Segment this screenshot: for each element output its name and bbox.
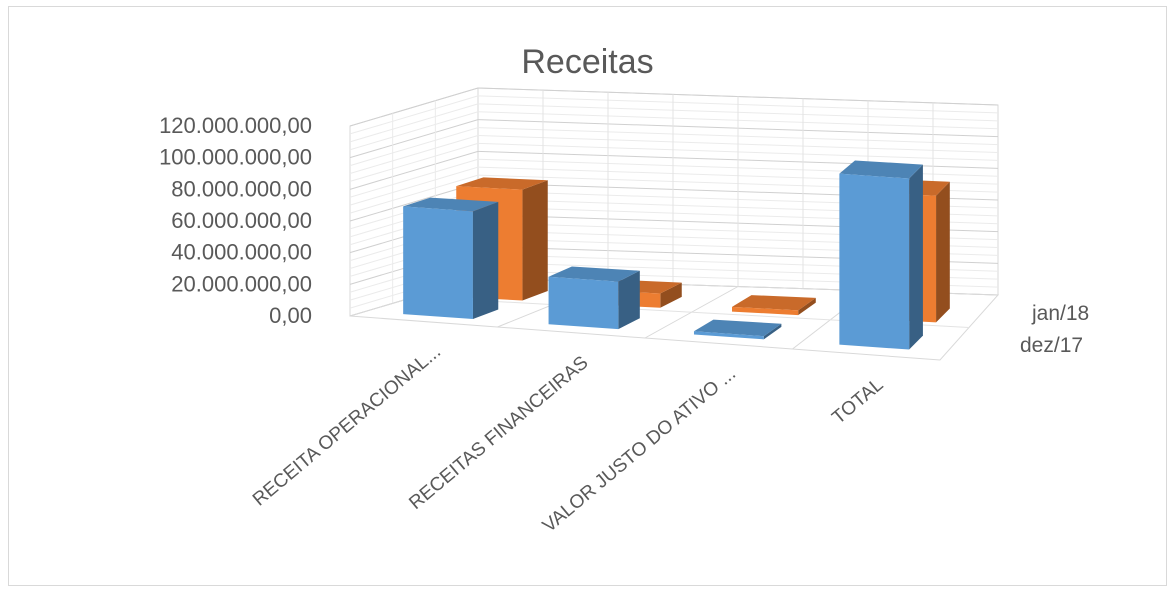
bar <box>403 197 499 319</box>
chart-title: Receitas <box>521 43 654 81</box>
bar-top <box>403 197 499 212</box>
bar-top <box>839 160 923 179</box>
bar-side <box>618 270 640 330</box>
y-tick-label: 20.000.000,00 <box>171 271 312 296</box>
bar-top <box>456 177 548 190</box>
gridline-side <box>349 150 479 190</box>
bar-side <box>936 181 950 323</box>
gridline-side <box>349 87 479 127</box>
gridline-side <box>349 142 479 182</box>
gridline-side <box>349 95 479 135</box>
bar <box>693 319 782 340</box>
bar-front <box>548 276 619 330</box>
bar-side <box>660 282 682 308</box>
bar-top <box>548 266 640 282</box>
category-label: VALOR JUSTO DO ATIVO ... <box>539 363 740 537</box>
bar <box>548 266 640 330</box>
gridline-side <box>349 103 479 143</box>
bar-side <box>909 164 923 350</box>
bar <box>731 295 816 316</box>
gridline-side <box>349 119 479 159</box>
gridline-side <box>349 111 479 151</box>
gridline-side <box>349 158 479 198</box>
bar-side <box>522 180 548 301</box>
series-depth-label: dez/17 <box>1020 334 1083 357</box>
category-label: RECEITA OPERACIONAL... <box>249 341 445 510</box>
bar-front <box>693 331 764 340</box>
bar-side <box>763 323 782 340</box>
gridline-side <box>349 127 479 167</box>
bar-side <box>472 201 499 319</box>
bars <box>403 160 950 350</box>
series-depth-label: jan/18 <box>1031 302 1089 325</box>
bar-front <box>731 306 799 316</box>
y-tick-label: 120.000.000,00 <box>159 113 312 138</box>
bar-side <box>798 297 816 316</box>
category-label: RECEITAS FINANCEIRAS <box>405 352 592 514</box>
bar-front <box>403 206 473 319</box>
y-tick-label: 40.000.000,00 <box>171 240 312 265</box>
y-tick-label: 80.000.000,00 <box>171 176 312 201</box>
bar-top <box>693 319 782 337</box>
gridline-side <box>349 135 479 174</box>
bar-top <box>731 295 816 311</box>
y-tick-label: 100.000.000,00 <box>159 145 312 170</box>
category-label: TOTAL <box>828 374 887 428</box>
gridline-side <box>349 166 479 206</box>
gridline-side <box>349 174 479 214</box>
bar-front <box>839 173 910 350</box>
y-tick-label: 0,00 <box>269 303 312 328</box>
y-tick-label: 60.000.000,00 <box>171 208 312 233</box>
bar <box>839 160 923 350</box>
